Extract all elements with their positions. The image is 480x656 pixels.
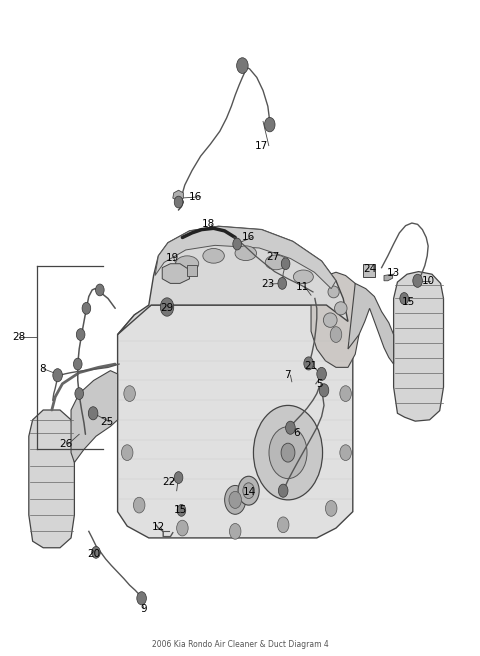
Circle shape	[340, 386, 351, 401]
Text: 6: 6	[293, 428, 300, 438]
Circle shape	[233, 238, 241, 250]
Circle shape	[400, 293, 408, 304]
Polygon shape	[118, 226, 348, 335]
Circle shape	[277, 517, 289, 533]
Polygon shape	[384, 274, 393, 281]
Text: 14: 14	[243, 487, 256, 497]
Text: 13: 13	[387, 268, 400, 278]
Polygon shape	[173, 190, 183, 201]
Circle shape	[177, 504, 186, 516]
Circle shape	[229, 523, 241, 539]
Ellipse shape	[265, 255, 287, 270]
Polygon shape	[155, 226, 336, 289]
Ellipse shape	[203, 249, 224, 263]
Circle shape	[325, 501, 337, 516]
Circle shape	[96, 284, 104, 296]
Polygon shape	[348, 283, 394, 364]
Text: 16: 16	[242, 232, 255, 243]
Polygon shape	[118, 305, 353, 538]
Circle shape	[121, 445, 133, 461]
Ellipse shape	[235, 246, 256, 260]
Circle shape	[53, 369, 62, 382]
Circle shape	[278, 484, 288, 497]
Text: 25: 25	[100, 417, 113, 427]
Text: 22: 22	[162, 477, 176, 487]
Circle shape	[253, 405, 323, 500]
Ellipse shape	[324, 313, 337, 327]
Bar	[187, 265, 197, 276]
Circle shape	[229, 491, 241, 508]
Text: 2006 Kia Rondo Air Cleaner & Duct Diagram 4: 2006 Kia Rondo Air Cleaner & Duct Diagra…	[152, 640, 328, 649]
Text: 15: 15	[401, 297, 415, 307]
Polygon shape	[394, 272, 444, 421]
Circle shape	[177, 520, 188, 536]
Text: 19: 19	[166, 253, 180, 263]
Text: 28: 28	[12, 331, 26, 342]
Text: 17: 17	[255, 140, 268, 151]
Text: 7: 7	[284, 370, 290, 380]
Circle shape	[225, 485, 246, 514]
Text: 21: 21	[304, 361, 318, 371]
Circle shape	[319, 384, 329, 397]
Ellipse shape	[293, 270, 313, 283]
Circle shape	[124, 386, 135, 401]
Text: 18: 18	[202, 219, 216, 230]
Circle shape	[269, 426, 307, 479]
Circle shape	[238, 476, 259, 505]
Circle shape	[174, 196, 183, 208]
Text: 9: 9	[141, 604, 147, 614]
Ellipse shape	[328, 286, 339, 298]
Circle shape	[413, 274, 422, 287]
Circle shape	[304, 357, 313, 370]
Text: 24: 24	[363, 264, 376, 274]
Circle shape	[137, 592, 146, 605]
Circle shape	[92, 546, 100, 558]
Circle shape	[75, 388, 84, 400]
Circle shape	[237, 58, 248, 73]
Text: 29: 29	[160, 303, 174, 314]
Circle shape	[286, 421, 295, 434]
Text: 16: 16	[189, 192, 203, 202]
Circle shape	[317, 367, 326, 380]
Circle shape	[281, 258, 290, 270]
Text: 23: 23	[261, 279, 275, 289]
Text: 8: 8	[39, 363, 46, 374]
Circle shape	[88, 407, 98, 420]
Circle shape	[133, 497, 145, 513]
Text: 11: 11	[296, 281, 309, 292]
Circle shape	[243, 483, 254, 499]
Text: 10: 10	[422, 276, 435, 286]
Circle shape	[174, 472, 183, 483]
Circle shape	[330, 327, 342, 342]
Circle shape	[264, 117, 275, 132]
Text: 15: 15	[173, 505, 187, 516]
Circle shape	[76, 329, 85, 340]
Text: 26: 26	[60, 439, 73, 449]
Polygon shape	[311, 272, 359, 367]
Polygon shape	[71, 371, 118, 462]
Polygon shape	[29, 410, 74, 548]
Text: 12: 12	[152, 522, 165, 533]
Circle shape	[340, 445, 351, 461]
Polygon shape	[162, 264, 190, 283]
Text: 5: 5	[316, 379, 323, 389]
Text: 20: 20	[87, 548, 100, 559]
Circle shape	[73, 358, 82, 370]
Circle shape	[82, 302, 91, 314]
Circle shape	[160, 298, 174, 316]
Circle shape	[281, 443, 295, 462]
Bar	[363, 264, 375, 277]
Text: 27: 27	[266, 252, 279, 262]
Circle shape	[278, 277, 287, 289]
Ellipse shape	[176, 256, 199, 272]
Ellipse shape	[335, 302, 347, 315]
